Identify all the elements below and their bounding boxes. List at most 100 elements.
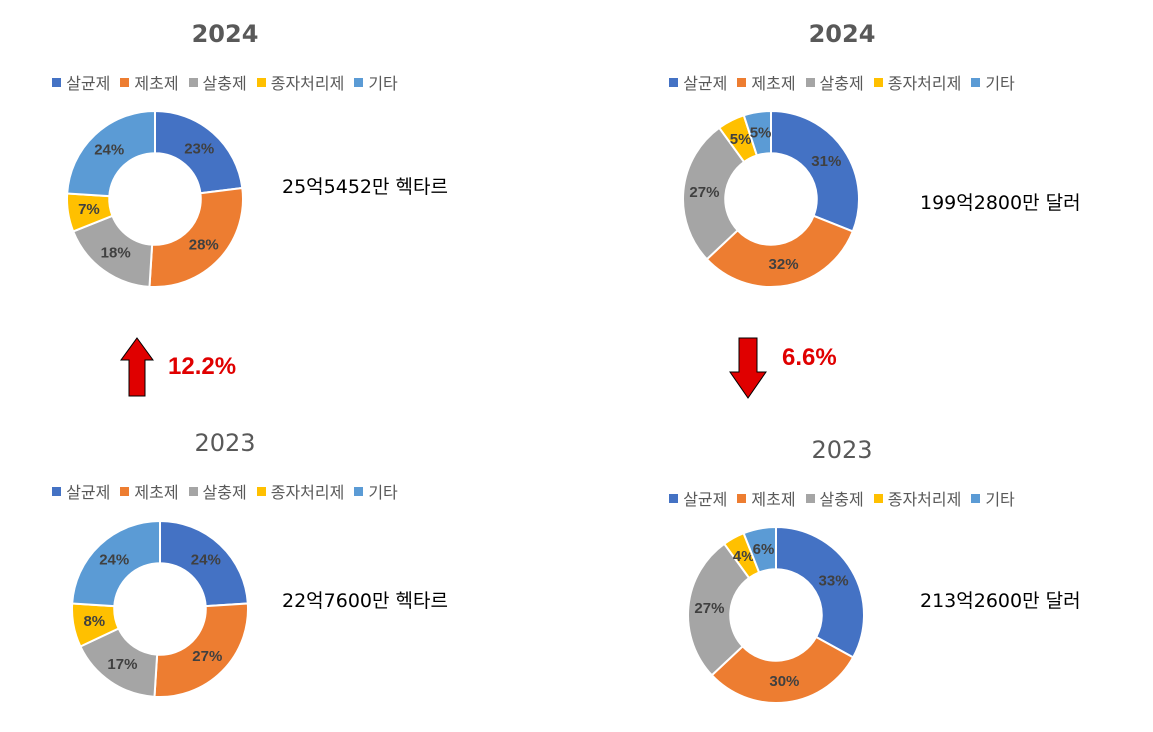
legend-label: 종자처리제 [270, 483, 345, 502]
legend-swatch [354, 77, 364, 87]
slice-data-label: 5% [730, 131, 752, 148]
legend-label: 살충제 [202, 483, 247, 502]
slice-data-label: 24% [191, 552, 221, 569]
legend-item: 기타 [354, 70, 398, 94]
legend-item: 살균제 [52, 479, 110, 503]
legend-item: 살충제 [188, 70, 247, 94]
donut-slice-기타 [66, 109, 156, 198]
legend-swatch [873, 493, 883, 503]
legend-label: 살충제 [819, 490, 864, 509]
chart-panel-sales-2024: 2024 살균제 제초제 살충제 종자처리제 기타 31% 32% 27% 5% 5% [637, 0, 1047, 300]
legend-item: 기타 [971, 486, 1015, 510]
donut-chart: 33% 30% 27% 4%6% [687, 525, 865, 704]
chart-title: 2023 [194, 429, 256, 457]
legend-swatch [188, 77, 198, 87]
legend-swatch [120, 486, 130, 496]
donut-chart: 23% 28% 18% 7% 24% [66, 109, 244, 288]
legend-item: 제초제 [120, 479, 179, 503]
legend-swatch [805, 493, 815, 503]
legend-swatch [971, 77, 981, 87]
slice-data-label: 24% [94, 142, 124, 159]
slice-data-label: 27% [689, 184, 719, 201]
legend-swatch [737, 77, 747, 87]
slice-data-label: 7% [78, 201, 100, 218]
chart-legend: 살균제 제초제 살충제 종자처리제 기타 [637, 70, 1047, 94]
legend-item: 기타 [971, 70, 1015, 94]
slice-data-label: 8% [83, 613, 105, 630]
donut-chart: 31% 32% 27% 5%5% [682, 109, 860, 288]
legend-swatch [971, 493, 981, 503]
legend-item: 제초제 [737, 486, 796, 510]
area-change-value: 12.2% [168, 353, 237, 380]
legend-label: 살균제 [66, 74, 111, 93]
legend-label: 종자처리제 [270, 74, 345, 93]
chart-panel-area-2024: 2024 살균제 제초제 살충제 종자처리제 기타 23% 28% 18% 7% 24% [20, 0, 430, 300]
up-arrow-icon [120, 337, 154, 397]
slice-data-label: 18% [101, 245, 131, 262]
legend-item: 제초제 [737, 70, 796, 94]
slice-data-label: 27% [694, 600, 724, 617]
slice-data-label: 31% [811, 153, 841, 170]
chart-title: 2023 [811, 436, 873, 464]
donut-slice-제초제 [148, 186, 244, 288]
legend-swatch [873, 77, 883, 87]
slice-data-label: 4% [733, 548, 755, 565]
legend-item: 종자처리제 [256, 70, 345, 94]
legend-item: 기타 [354, 479, 398, 503]
donut-slice-제초제 [153, 602, 249, 698]
legend-item: 제초제 [120, 70, 179, 94]
slice-data-label: 33% [819, 572, 849, 589]
slice-data-label: 28% [189, 236, 219, 253]
legend-swatch [256, 486, 266, 496]
legend-label: 제초제 [134, 483, 179, 502]
area-2023-total: 22억7600만 헥타르 [282, 590, 448, 612]
legend-label: 종자처리제 [887, 74, 962, 93]
chart-title: 2024 [191, 20, 259, 48]
legend-label: 제초제 [134, 74, 179, 93]
slice-data-label: 23% [184, 140, 214, 157]
donut-slice-제초제 [705, 214, 855, 288]
legend-swatch [805, 77, 815, 87]
area-change-indicator: 12.2% [120, 336, 236, 398]
donut-slice-살충제 [687, 542, 751, 677]
chart-legend: 살균제 제초제 살충제 종자처리제 기타 [20, 479, 430, 503]
legend-swatch [188, 486, 198, 496]
legend-label: 기타 [368, 483, 398, 502]
donut-slice-기타 [71, 519, 161, 608]
slice-data-label: 24% [99, 552, 129, 569]
legend-swatch [120, 77, 130, 87]
legend-label: 제초제 [751, 490, 796, 509]
down-arrow-icon [729, 337, 767, 399]
donut-slice-살균제 [154, 109, 244, 195]
legend-item: 살균제 [669, 486, 727, 510]
chart-panel-area-2023: 2023 살균제 제초제 살충제 종자처리제 기타 24% 27% 17% 8% 24% [20, 415, 430, 715]
legend-label: 살균제 [683, 74, 728, 93]
sales-change-value: 6.6% [782, 344, 837, 371]
legend-swatch [669, 493, 679, 503]
donut-slice-살균제 [770, 109, 860, 233]
legend-item: 살충제 [805, 70, 864, 94]
slice-data-label: 6% [753, 541, 775, 558]
legend-item: 살균제 [52, 70, 110, 94]
chart-title: 2024 [808, 20, 876, 48]
legend-item: 살충제 [805, 486, 864, 510]
legend-swatch [256, 77, 266, 87]
legend-label: 기타 [985, 490, 1015, 509]
chart-panel-sales-2023: 2023 살균제 제초제 살충제 종자처리제 기타 33% 30% 27% 4% 6% [637, 420, 1047, 720]
sales-change-indicator: 6.6% [728, 336, 837, 400]
legend-item: 종자처리제 [873, 70, 962, 94]
sales-2024-total: 199억2800만 달러 [920, 192, 1081, 214]
legend-item: 종자처리제 [256, 479, 345, 503]
slice-data-label: 5% [750, 124, 772, 141]
area-2024-total: 25억5452만 헥타르 [282, 176, 448, 198]
legend-swatch [354, 486, 364, 496]
donut-slice-기타 [742, 525, 777, 574]
legend-item: 종자처리제 [873, 486, 961, 510]
slice-data-label: 30% [769, 673, 799, 690]
donut-slice-기타 [742, 109, 772, 157]
legend-label: 제초제 [751, 74, 796, 93]
legend-label: 살충제 [819, 74, 864, 93]
legend-item: 살충제 [188, 479, 247, 503]
donut-slice-제초제 [710, 635, 855, 704]
donut-slice-살균제 [775, 525, 865, 659]
